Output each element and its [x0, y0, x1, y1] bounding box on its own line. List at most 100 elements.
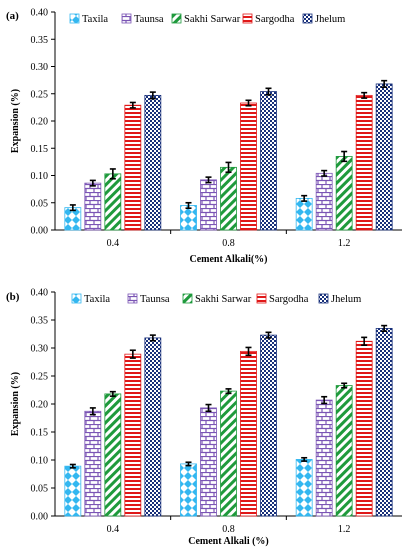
- bar-taunsa-1-2: [315, 172, 333, 231]
- y-axis-title: Expansion (%): [10, 89, 21, 153]
- y-tick-label: 0.35: [31, 35, 49, 46]
- y-tick-label: 0.40: [31, 288, 49, 299]
- legend-swatch-taunsa: [121, 13, 132, 24]
- legend-swatch-sargodha: [242, 13, 253, 24]
- bar-taxila-0-8: [180, 205, 197, 231]
- error-bar: [185, 461, 192, 467]
- error-bar: [245, 99, 252, 107]
- bar-sakhi-sarwar-1-2: [335, 385, 353, 517]
- error-bar: [129, 349, 136, 359]
- y-tick-label: 0.10: [31, 171, 49, 182]
- error-bar: [149, 91, 156, 100]
- plot-area: 0.00 0.05 0.10 0.15 0.20 0.25 0.30 0.35 0.40 0.4 0…: [31, 8, 402, 249]
- bar-jhelum-0-4: [144, 337, 162, 517]
- error-bar: [205, 176, 212, 184]
- panel-label: (a): [6, 10, 19, 22]
- error-bar: [341, 382, 348, 389]
- legend-swatch-taxila: [71, 293, 82, 304]
- y-tick-label: 0.15: [31, 144, 49, 155]
- bar-sargodha-0-4: [124, 104, 142, 231]
- error-bar: [301, 194, 308, 202]
- x-axis-title: Cement Alkali (%): [188, 536, 269, 547]
- bar-sakhi-sarwar-0-4: [104, 173, 122, 231]
- bar-taxila-0-8: [180, 463, 197, 517]
- legend-label-sargodha: Sargodha: [255, 14, 295, 25]
- error-bar: [265, 331, 272, 339]
- bar-taunsa-0-4: [84, 182, 102, 231]
- y-tick-label: 0.10: [31, 456, 49, 467]
- error-bar: [301, 456, 308, 462]
- y-tick-label: 0.20: [31, 117, 49, 128]
- plot-area: 0.00 0.05 0.10 0.15 0.20 0.25 0.30 0.35 0.40 0.4 0…: [31, 288, 402, 535]
- panel-label: (b): [6, 291, 20, 303]
- error-bar: [149, 334, 156, 342]
- error-bar: [381, 324, 388, 333]
- legend: Taxila Taunsa Sakhi Sarwar Sargodha Jhelum: [71, 293, 361, 305]
- x-axis-title: Cement Alkali(%): [189, 254, 267, 265]
- bar-jhelum-0-8: [260, 91, 277, 231]
- y-tick-label: 0.00: [31, 226, 49, 237]
- bar-jhelum-1-2: [375, 327, 393, 517]
- panel-b-chart: (b) 0.000.050.100.150.200.250.300.350.40…: [6, 288, 402, 547]
- y-tick-label: 0.20: [31, 400, 49, 411]
- bar-taunsa-0-4: [84, 410, 102, 517]
- bar-taunsa-0-8: [200, 179, 217, 231]
- y-tick-label: 0.05: [31, 198, 49, 209]
- legend: Taxila Taunsa Sakhi Sarwar Sargodha Jhelum: [69, 13, 345, 25]
- error-bar: [225, 161, 232, 174]
- error-bar: [265, 87, 272, 96]
- bar-sargodha-0-4: [124, 353, 142, 517]
- legend-swatch-taunsa: [127, 293, 138, 304]
- error-bar: [245, 346, 252, 357]
- bar-sakhi-sarwar-0-8: [220, 166, 237, 231]
- legend-swatch-jhelum: [302, 13, 313, 24]
- legend-label-taunsa: Taunsa: [134, 14, 164, 25]
- bar-sargodha-1-2: [355, 94, 373, 231]
- panel-a-chart: (a) 0.00 0.05 0.10 0.15 0.20 0.25 0.30 0.35 0.4 0…: [6, 8, 402, 265]
- error-bar: [185, 201, 192, 209]
- legend-label-sargodha: Sargodha: [269, 294, 309, 305]
- error-bar: [341, 150, 348, 163]
- x-tick-label: 0.8: [222, 524, 235, 535]
- legend-label-taxila: Taxila: [82, 14, 108, 25]
- bar-taxila-0-4: [64, 465, 82, 517]
- bar-jhelum-0-8: [260, 334, 277, 517]
- x-tick-label: 1.2: [338, 238, 351, 249]
- error-bar: [225, 388, 232, 395]
- x-tick-label: 0.8: [222, 238, 235, 249]
- bar-taunsa-1-2: [315, 399, 333, 517]
- y-tick-label: 0.15: [31, 428, 49, 439]
- error-bar: [69, 204, 76, 212]
- bar-sakhi-sarwar-1-2: [335, 156, 353, 231]
- error-bar: [89, 407, 96, 416]
- legend-swatch-jhelum: [318, 293, 329, 304]
- y-tick-label: 0.30: [31, 62, 49, 73]
- x-tick-label: 0.4: [107, 524, 120, 535]
- legend-label-taxila: Taxila: [84, 294, 110, 305]
- y-tick-label: 0.25: [31, 89, 49, 100]
- x-tick-label: 1.2: [338, 524, 351, 535]
- error-bar: [321, 395, 328, 405]
- legend-label-jhelum: Jhelum: [331, 294, 361, 305]
- error-bar: [129, 101, 136, 109]
- error-bar: [381, 79, 388, 89]
- y-tick-label: 0.05: [31, 484, 49, 495]
- error-bar: [109, 168, 116, 180]
- legend-label-taunsa: Taunsa: [140, 294, 170, 305]
- bar-sargodha-1-2: [355, 340, 373, 517]
- bar-sakhi-sarwar-0-8: [220, 390, 237, 517]
- legend-swatch-sakhi-sarwar: [171, 13, 182, 24]
- y-tick-label: 0.30: [31, 344, 49, 355]
- y-tick-label: 0.35: [31, 316, 49, 327]
- bar-sargodha-0-8: [240, 102, 257, 231]
- y-tick-label: 0.25: [31, 372, 49, 383]
- error-bar: [361, 336, 368, 347]
- legend-label-sakhi-sarwar: Sakhi Sarwar: [184, 14, 241, 25]
- bar-taxila-1-2: [295, 459, 313, 517]
- x-tick-label: 0.4: [107, 238, 120, 249]
- bar-jhelum-0-4: [144, 94, 162, 231]
- error-bar: [205, 403, 212, 413]
- error-bar: [321, 169, 328, 177]
- legend-swatch-taxila: [69, 13, 80, 24]
- legend-swatch-sargodha: [256, 293, 267, 304]
